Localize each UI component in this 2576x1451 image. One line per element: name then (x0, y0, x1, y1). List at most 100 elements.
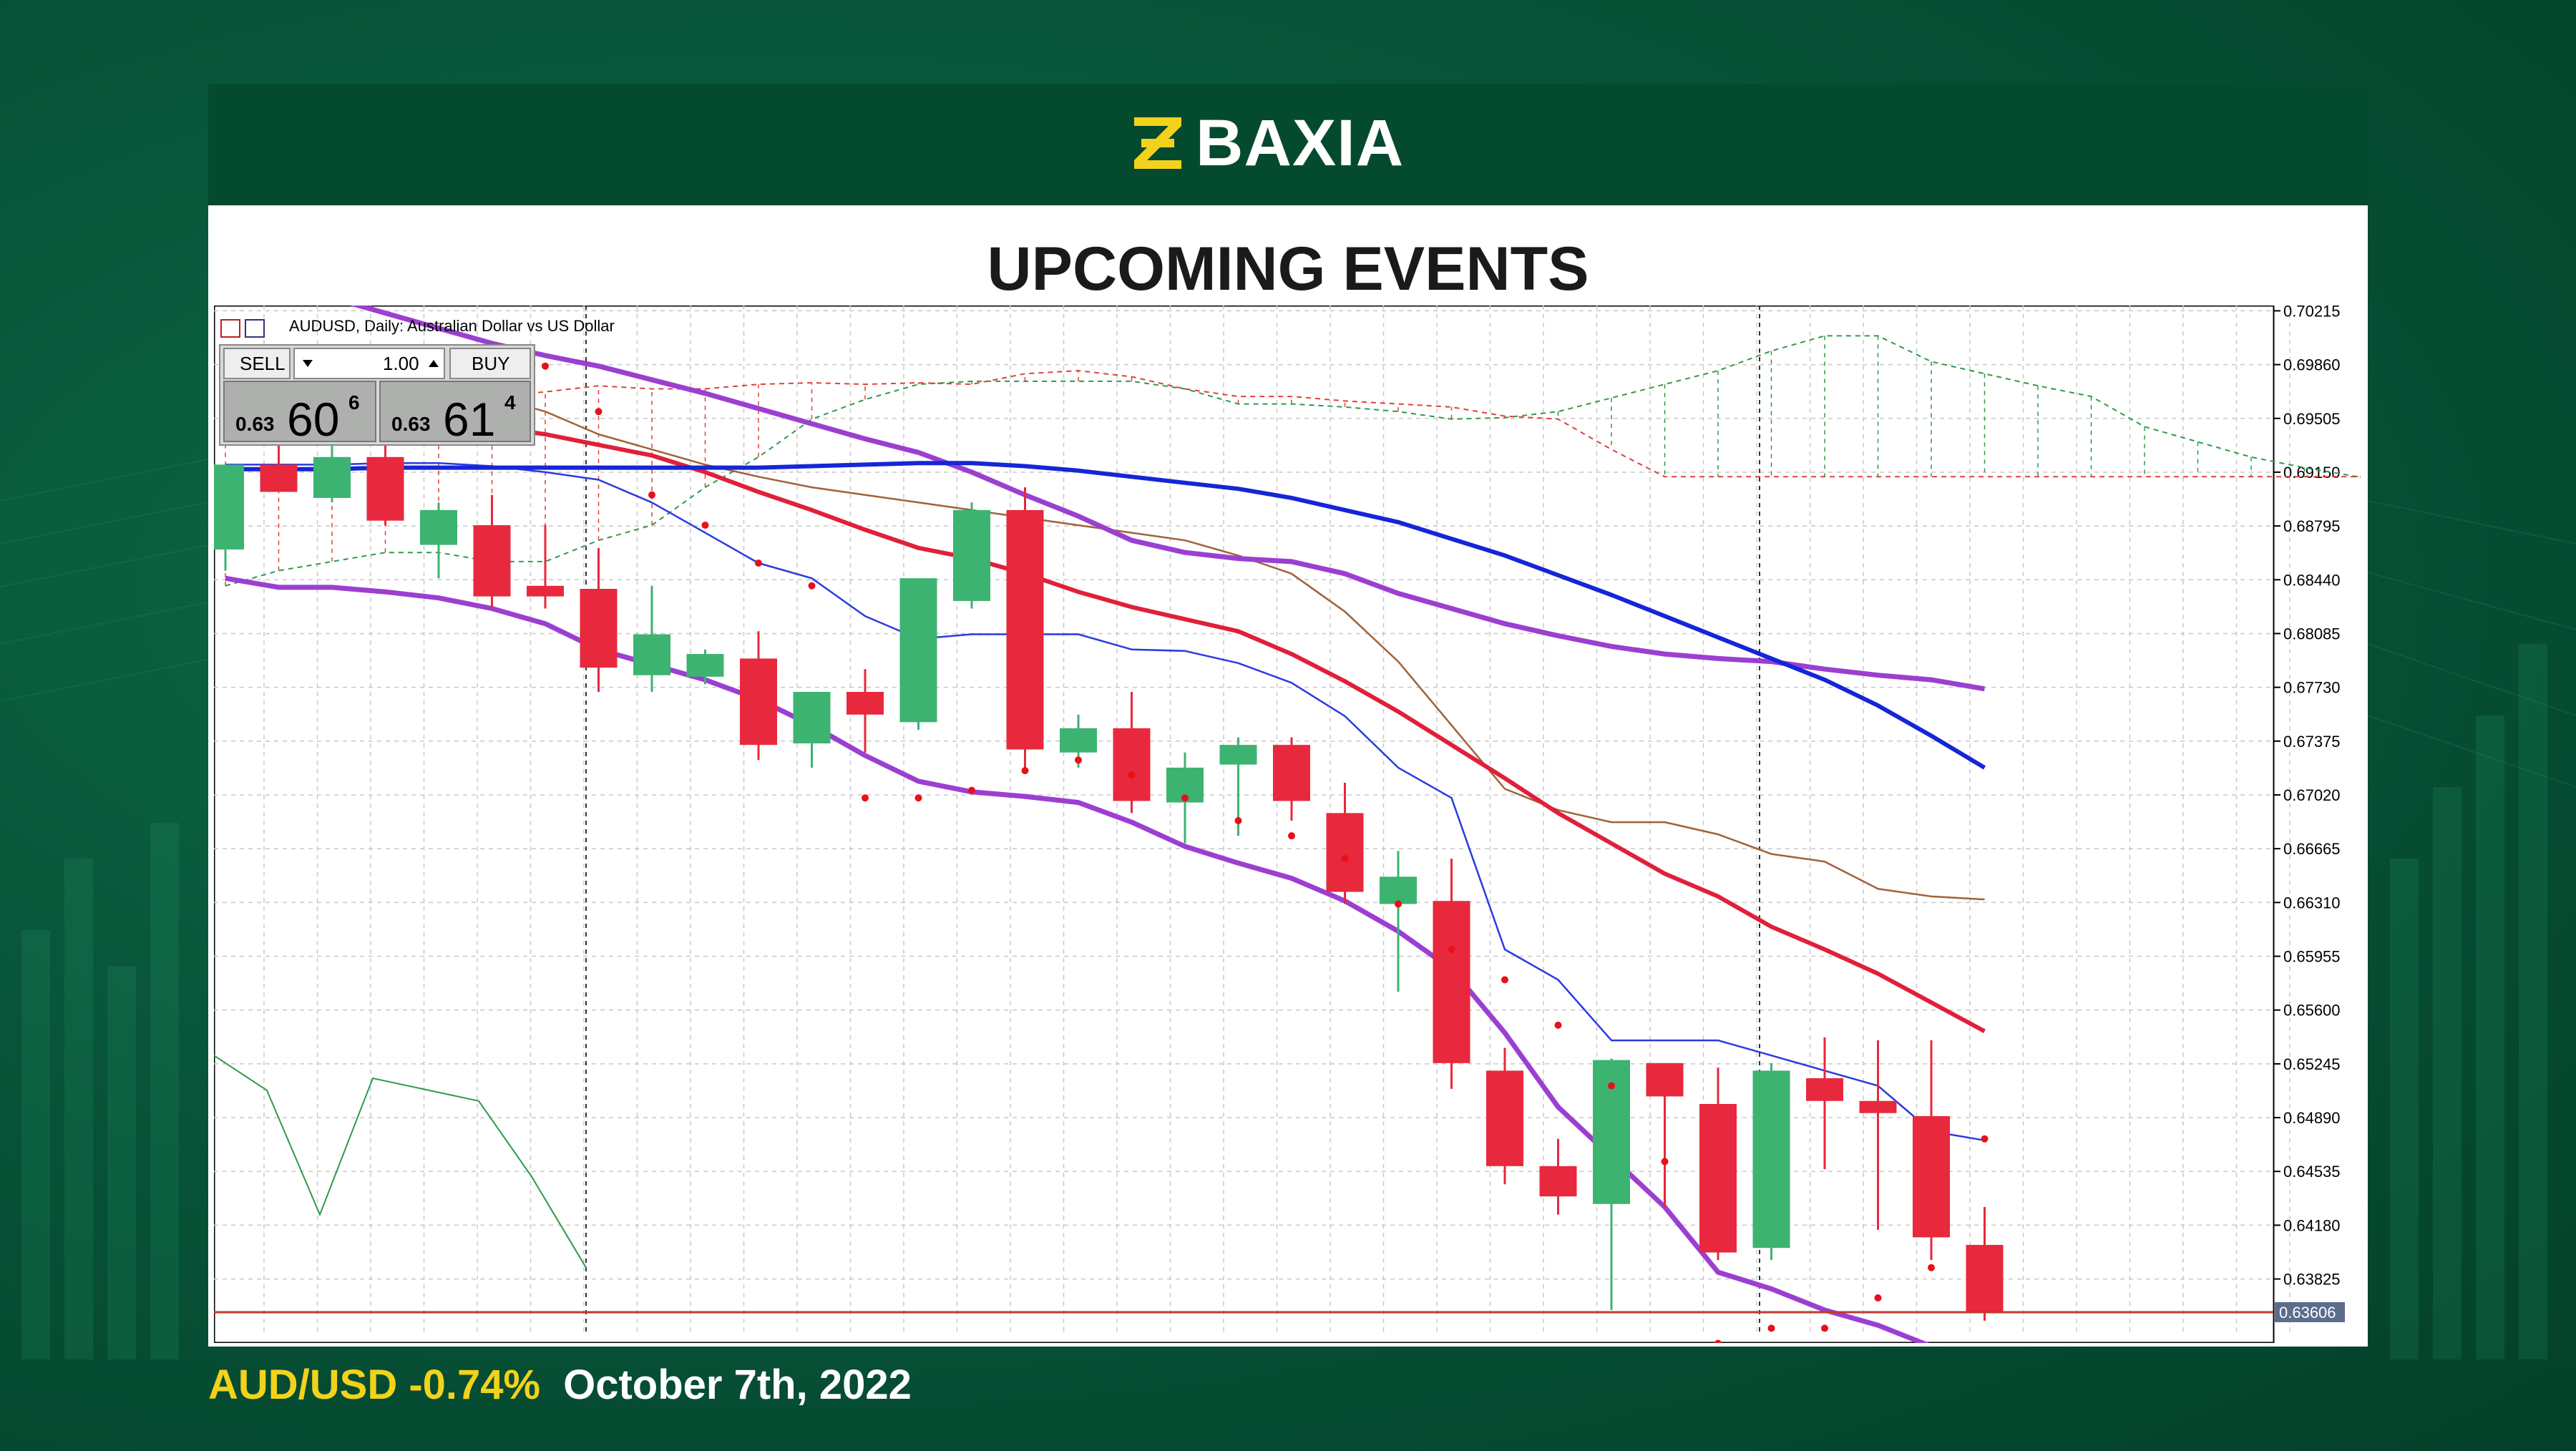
candle-body (527, 585, 564, 597)
report-date: October 7th, 2022 (563, 1361, 912, 1408)
candle-body (260, 464, 298, 492)
psar-dot (701, 522, 709, 529)
psar-dot (1874, 1294, 1882, 1302)
axis-tick-label: 0.67730 (2283, 679, 2341, 697)
psar-dot (914, 794, 922, 802)
candle-body (1913, 1115, 1950, 1238)
sell-label: SELL (240, 353, 286, 374)
axis-tick-label: 0.69150 (2283, 464, 2341, 482)
current-price-label: 0.63606 (2279, 1304, 2336, 1321)
symbol-title: AUDUSD, Daily: Australian Dollar vs US D… (289, 317, 615, 335)
axis-tick-label: 0.65245 (2283, 1055, 2341, 1073)
psar-dot (542, 362, 549, 370)
brand-name: BAXIA (1196, 106, 1405, 180)
psar-dot (1288, 832, 1295, 840)
candle-body (1699, 1104, 1737, 1253)
axis-tick-label: 0.64535 (2283, 1163, 2341, 1181)
candle-body (1966, 1244, 2004, 1312)
candle-body (899, 578, 937, 723)
psar-dot (1234, 817, 1242, 824)
candle-body (1433, 901, 1470, 1063)
buy-price-sup: 4 (504, 391, 516, 414)
psar-dot (862, 794, 869, 802)
axis-tick-label: 0.65600 (2283, 1002, 2341, 1020)
indicators-icon (245, 319, 265, 338)
candle-body (1113, 728, 1151, 801)
psar-dot (808, 582, 816, 590)
footer-caption: AUD/USD -0.74% October 7th, 2022 (208, 1356, 912, 1413)
candle-body (1380, 876, 1417, 904)
sell-price-sup: 6 (348, 391, 360, 414)
axis-tick-label: 0.68795 (2283, 517, 2341, 535)
buy-price-big: 61 (443, 393, 495, 446)
psar-dot (1928, 1264, 1935, 1271)
buy-price-box[interactable] (379, 381, 531, 442)
psar-dot (1714, 1339, 1722, 1343)
axis-tick-label: 0.66310 (2283, 894, 2341, 912)
buy-label: BUY (472, 353, 509, 374)
chart-window-icon (220, 319, 240, 338)
candle-body (1593, 1060, 1630, 1204)
psar-dot (1661, 1158, 1669, 1166)
candle-body (1326, 813, 1364, 892)
psar-dot (1395, 900, 1402, 908)
psar-dot (1181, 794, 1189, 802)
pair-change: AUD/USD -0.74% (208, 1361, 541, 1408)
lot-value: 1.00 (383, 353, 419, 374)
axis-tick-label: 0.69860 (2283, 356, 2341, 374)
candle-body (1060, 728, 1097, 753)
brand-logo[interactable]: BAXIA (1134, 106, 1405, 180)
sell-price-prefix: 0.63 (235, 413, 275, 435)
axis-tick-label: 0.63825 (2283, 1271, 2341, 1289)
candle-body (1219, 745, 1257, 765)
chart-background (214, 306, 2361, 1343)
candle-body (214, 464, 244, 549)
psar-dot (1981, 1135, 1989, 1143)
candle-body (1646, 1062, 1684, 1097)
cloud-span-a (225, 335, 2361, 587)
candle-body (420, 509, 457, 545)
sell-price-big: 60 (287, 393, 339, 446)
candle-body (793, 692, 831, 743)
axis-tick-label: 0.64180 (2283, 1216, 2341, 1234)
chart-border (214, 306, 2275, 1343)
candle-body (633, 634, 670, 675)
baxia-logo-icon (1134, 117, 1181, 169)
psar-dot (1554, 1021, 1562, 1029)
page-title: UPCOMING EVENTS (987, 235, 1589, 303)
psar-dot (1341, 854, 1349, 862)
candle-body (1486, 1070, 1523, 1166)
psar-dot (1021, 767, 1029, 775)
psar-dot (1448, 946, 1455, 953)
chart-card: UPCOMING EVENTS 0.70215 0.69860 0.69505 0.6… (208, 205, 2368, 1347)
current-price-tag (2275, 1301, 2345, 1322)
axis-tick-label: 0.68440 (2283, 571, 2341, 589)
psar-dot (1128, 771, 1136, 779)
psar-dot (755, 560, 762, 567)
psar-dot (1075, 756, 1082, 764)
candles (214, 404, 2004, 1321)
axis-tick-label: 0.67020 (2283, 786, 2341, 804)
buy-button[interactable] (449, 348, 531, 379)
axis-tick-label: 0.68085 (2283, 625, 2341, 643)
axis-tick-label: 0.67375 (2283, 733, 2341, 751)
psar-dot (595, 408, 602, 416)
axis-tick-label: 0.65955 (2283, 948, 2341, 966)
axis-tick-label: 0.70215 (2283, 306, 2341, 320)
sell-button[interactable] (223, 348, 291, 379)
axis-tick-label: 0.69505 (2283, 410, 2341, 428)
slow-moving-average (225, 461, 1986, 770)
candle-body (740, 658, 777, 746)
price-chart[interactable]: 0.70215 0.69860 0.69505 0.69150 0.68795 0.684… (214, 306, 2361, 1343)
psar-dot (648, 491, 655, 499)
psar-dot (968, 786, 975, 794)
one-click-trading-panel: AUDUSD, Daily: Australian Dollar vs US D… (219, 317, 615, 446)
candle-body (1859, 1100, 1897, 1113)
psar-dot (1821, 1324, 1828, 1332)
candle-body (313, 456, 351, 498)
price-axis: 0.70215 0.69860 0.69505 0.69150 0.68795 0.684… (2273, 306, 2341, 1289)
buy-price-prefix: 0.63 (391, 413, 431, 435)
sell-price-box[interactable] (223, 381, 376, 442)
candle-body (953, 509, 990, 601)
